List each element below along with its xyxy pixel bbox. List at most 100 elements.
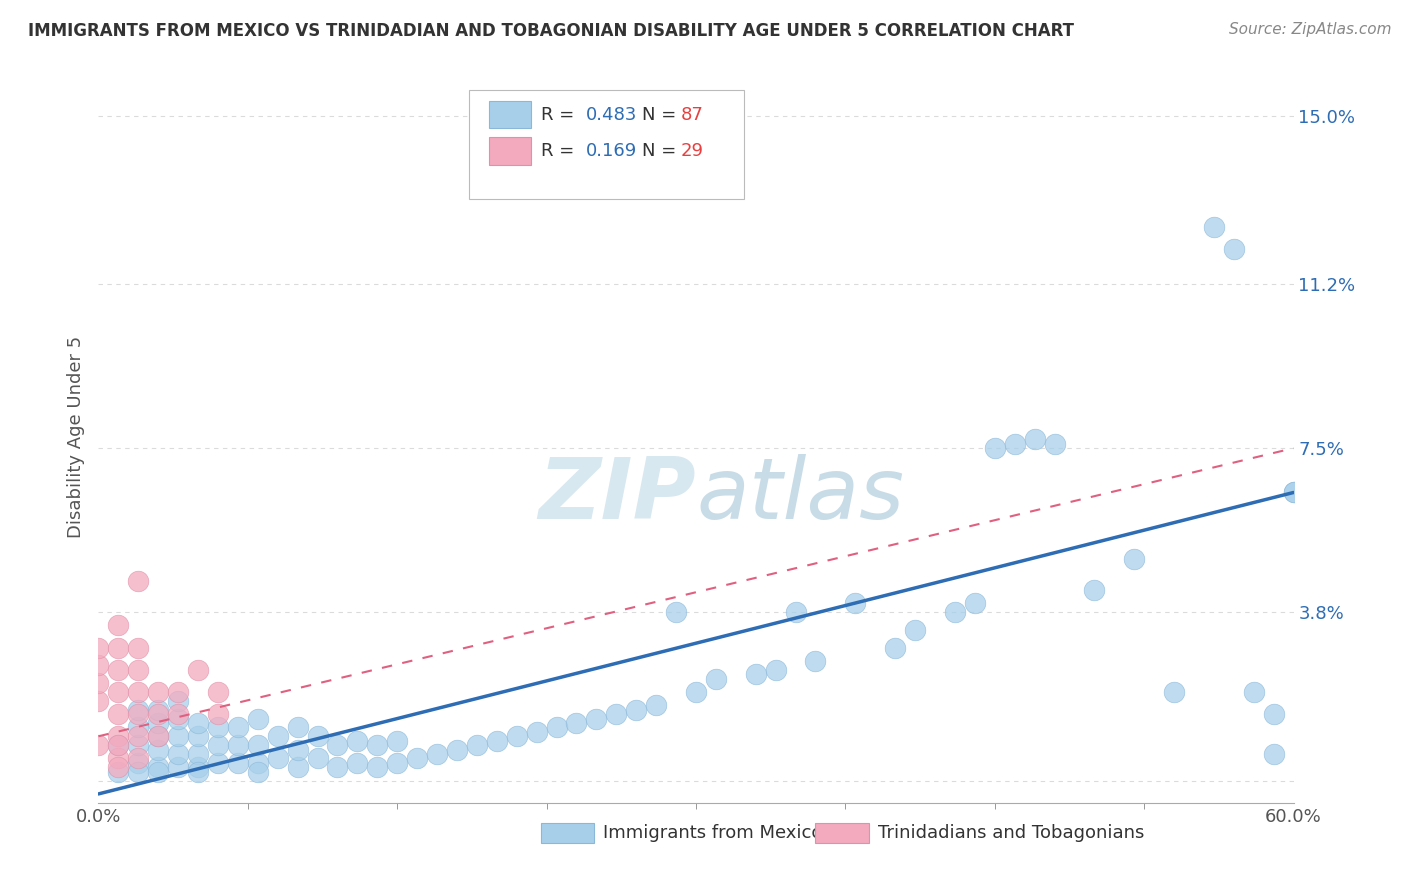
- Point: [366, 738, 388, 752]
- Point: [645, 698, 668, 713]
- Point: [187, 729, 209, 743]
- Point: [605, 707, 627, 722]
- Point: [226, 738, 249, 752]
- Point: [127, 663, 149, 677]
- Point: [844, 596, 866, 610]
- Point: [246, 764, 269, 779]
- Text: ZIP: ZIP: [538, 454, 696, 537]
- Text: 29: 29: [681, 142, 703, 160]
- Point: [287, 721, 309, 735]
- Text: N =: N =: [643, 142, 682, 160]
- FancyBboxPatch shape: [489, 137, 531, 165]
- Point: [107, 663, 129, 677]
- Point: [107, 751, 129, 765]
- Text: 87: 87: [681, 105, 703, 123]
- Text: Immigrants from Mexico: Immigrants from Mexico: [603, 824, 823, 842]
- Point: [765, 663, 787, 677]
- Point: [287, 760, 309, 774]
- Point: [187, 760, 209, 774]
- Point: [446, 742, 468, 756]
- Point: [148, 703, 170, 717]
- Point: [246, 738, 269, 752]
- Point: [107, 707, 129, 722]
- Point: [167, 712, 190, 726]
- Point: [187, 716, 209, 731]
- Text: Trinidadians and Tobagonians: Trinidadians and Tobagonians: [877, 824, 1144, 842]
- Point: [526, 724, 548, 739]
- Point: [1163, 685, 1185, 699]
- Point: [804, 654, 827, 668]
- Point: [426, 747, 449, 761]
- Point: [406, 751, 429, 765]
- Point: [127, 703, 149, 717]
- Point: [346, 756, 368, 770]
- Point: [785, 605, 807, 619]
- Point: [326, 760, 349, 774]
- Point: [246, 756, 269, 770]
- Point: [107, 760, 129, 774]
- FancyBboxPatch shape: [470, 90, 744, 200]
- Point: [148, 716, 170, 731]
- Point: [87, 640, 110, 655]
- Point: [943, 605, 966, 619]
- FancyBboxPatch shape: [489, 101, 531, 128]
- Point: [167, 747, 190, 761]
- Text: atlas: atlas: [696, 454, 904, 537]
- Point: [884, 640, 907, 655]
- Point: [385, 756, 409, 770]
- Point: [745, 667, 768, 681]
- FancyBboxPatch shape: [541, 822, 595, 843]
- Point: [127, 764, 149, 779]
- Point: [385, 733, 409, 747]
- Point: [1043, 436, 1066, 450]
- Text: R =: R =: [541, 142, 579, 160]
- Point: [148, 764, 170, 779]
- Point: [1282, 485, 1305, 500]
- Point: [565, 716, 588, 731]
- Point: [87, 658, 110, 673]
- Point: [1202, 219, 1225, 234]
- Point: [127, 721, 149, 735]
- Point: [1083, 582, 1105, 597]
- Point: [585, 712, 607, 726]
- Point: [167, 729, 190, 743]
- Text: IMMIGRANTS FROM MEXICO VS TRINIDADIAN AND TOBAGONIAN DISABILITY AGE UNDER 5 CORR: IMMIGRANTS FROM MEXICO VS TRINIDADIAN AN…: [28, 22, 1074, 40]
- Point: [148, 729, 170, 743]
- Point: [326, 738, 349, 752]
- Point: [107, 618, 129, 632]
- Point: [87, 676, 110, 690]
- Point: [465, 738, 488, 752]
- Point: [148, 760, 170, 774]
- Point: [1123, 552, 1146, 566]
- Point: [1243, 685, 1265, 699]
- Point: [307, 751, 329, 765]
- Point: [546, 721, 568, 735]
- Text: 0.483: 0.483: [586, 105, 637, 123]
- Text: R =: R =: [541, 105, 579, 123]
- Point: [626, 703, 648, 717]
- Point: [207, 685, 229, 699]
- Y-axis label: Disability Age Under 5: Disability Age Under 5: [66, 336, 84, 538]
- Point: [207, 721, 229, 735]
- Point: [148, 729, 170, 743]
- Point: [665, 605, 688, 619]
- Point: [267, 751, 290, 765]
- Point: [127, 738, 149, 752]
- Point: [127, 640, 149, 655]
- Point: [984, 441, 1007, 455]
- Point: [107, 738, 129, 752]
- Point: [187, 764, 209, 779]
- Point: [127, 756, 149, 770]
- Text: Source: ZipAtlas.com: Source: ZipAtlas.com: [1229, 22, 1392, 37]
- Point: [87, 694, 110, 708]
- Point: [148, 685, 170, 699]
- Point: [167, 694, 190, 708]
- Point: [1223, 242, 1246, 256]
- Point: [87, 738, 110, 752]
- Point: [107, 685, 129, 699]
- Point: [1282, 485, 1305, 500]
- Point: [148, 742, 170, 756]
- Point: [226, 721, 249, 735]
- Point: [127, 751, 149, 765]
- Point: [226, 756, 249, 770]
